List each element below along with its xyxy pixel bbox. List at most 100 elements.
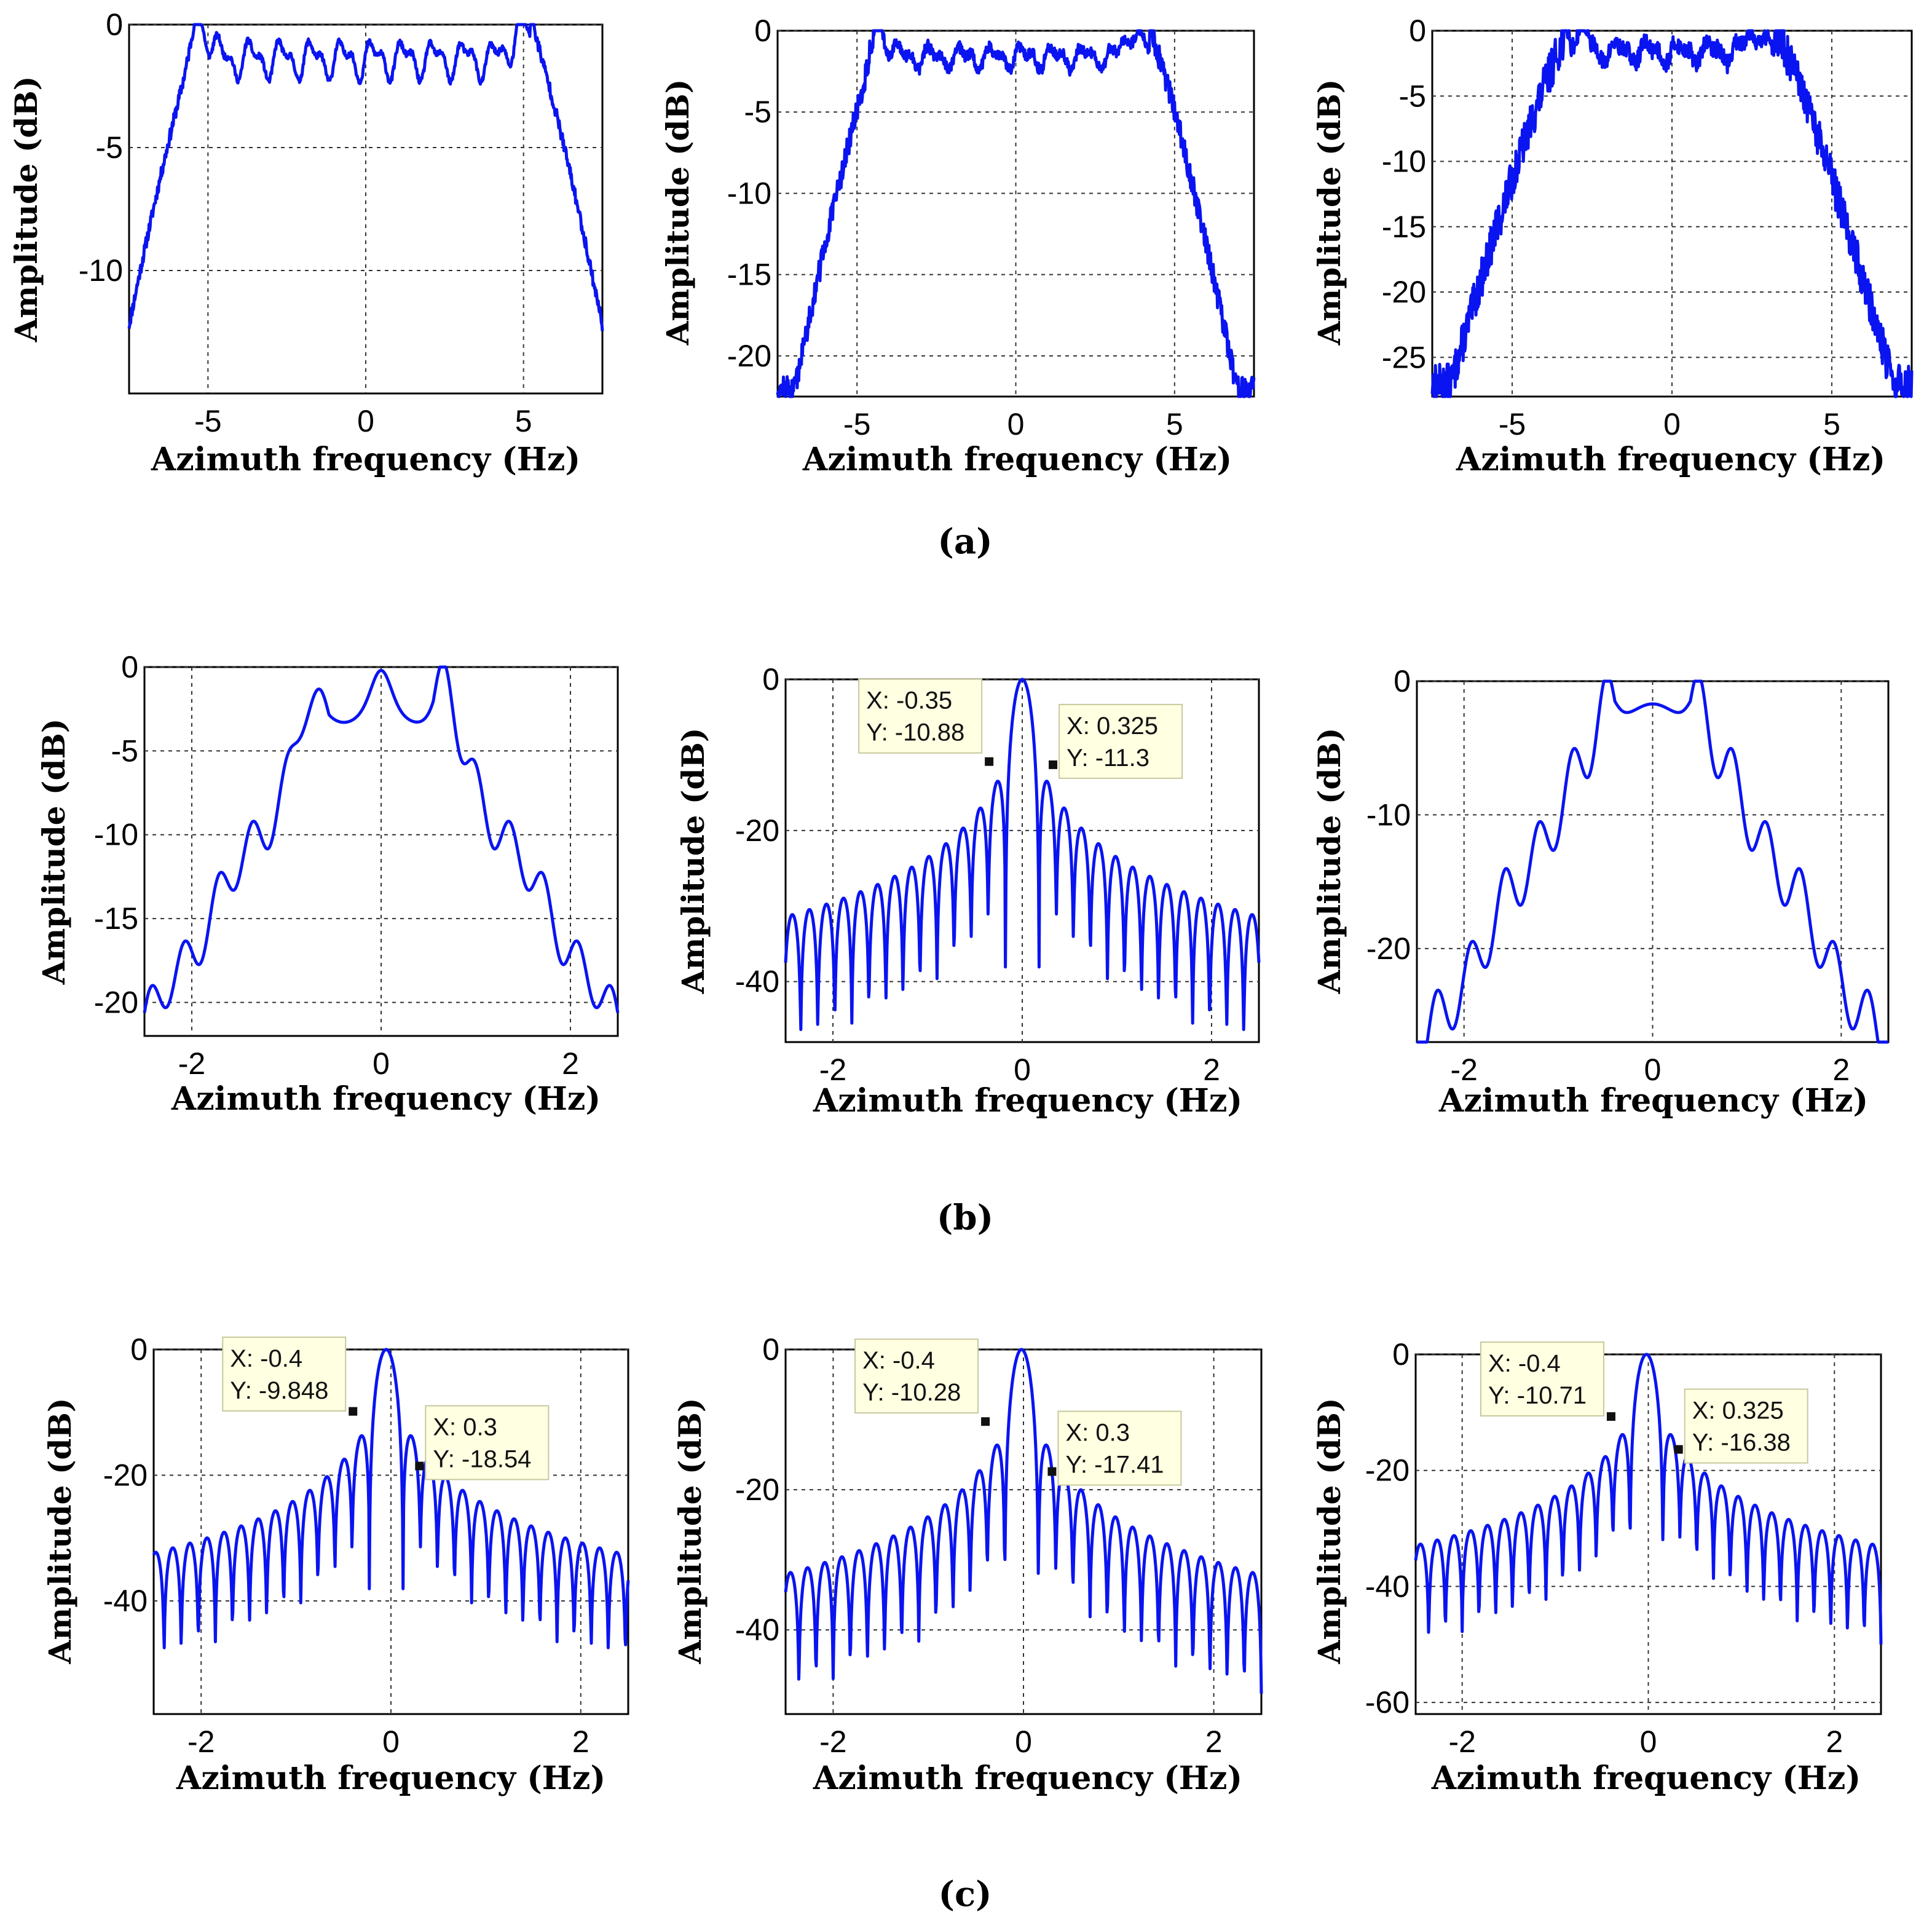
- x-tick-label: 0: [382, 1725, 400, 1759]
- y-tick-label: -15: [727, 258, 771, 292]
- y-tick-label: -40: [735, 965, 779, 999]
- y-axis-title: Amplitude (dB): [42, 1398, 78, 1665]
- y-tick-label: -5: [1399, 79, 1426, 113]
- panel-a3: -5 0 5 0 -5 -10 -15 -20 -25 Azimuth frequency (H…: [1311, 14, 1914, 478]
- y-tick-label: -5: [744, 95, 771, 129]
- x-tick-label: 0: [1644, 1053, 1662, 1087]
- y-tick-label: -40: [103, 1584, 148, 1618]
- y-tick-label: 0: [1392, 1337, 1410, 1372]
- y-axis-title: Amplitude (dB): [675, 728, 711, 995]
- x-tick-label: 2: [1826, 1725, 1843, 1759]
- panel-a2: -5 0 50-5-10-15-20 Azimuth frequency (Hz) …: [660, 14, 1256, 478]
- x-axis-title: Azimuth frequency (Hz): [176, 1760, 605, 1797]
- y-tick-label: 0: [106, 7, 123, 42]
- panel-c2: -2 0 20-20-40X: -0.4Y: -10.28X: 0.3Y: -17.…: [672, 1332, 1263, 1797]
- y-tick-label: -20: [1366, 931, 1411, 966]
- data-tip-marker: [1606, 1412, 1615, 1421]
- y-tick-label: -20: [735, 1472, 779, 1507]
- x-tick-label: -2: [819, 1725, 846, 1759]
- data-tip-x: X: -0.4: [1488, 1350, 1561, 1377]
- data-tip-box: [1059, 703, 1183, 779]
- data-tip-y: Y: -17.41: [1065, 1452, 1164, 1479]
- x-tick-label: 2: [562, 1046, 579, 1081]
- y-axis-title: Amplitude (dB): [672, 1398, 708, 1665]
- data-tip-marker: [985, 757, 994, 766]
- data-tip-marker: [349, 1407, 358, 1416]
- x-tick-label: -5: [194, 404, 221, 438]
- x-tick-label: 0: [373, 1046, 390, 1081]
- data-tip-marker: [1047, 1467, 1057, 1476]
- y-tick-label: 0: [130, 1332, 148, 1367]
- caption-a: (a): [937, 521, 992, 562]
- x-tick-label: -5: [843, 407, 870, 441]
- plot-area: -2 0 20-20-40X: -0.4Y: -10.28X: 0.3Y: -17.…: [735, 1332, 1263, 1759]
- data-tip-y: Y: -10.28: [862, 1379, 961, 1406]
- data-tip-x: X: 0.3: [1065, 1420, 1130, 1447]
- y-tick-label: 0: [762, 662, 779, 697]
- series-line: [776, 29, 1256, 398]
- data-tip-x: X: -0.35: [866, 687, 952, 714]
- panel-c3: -2 0 20-20-40-60X: -0.4Y: -10.71X: 0.325Y:…: [1311, 1337, 1883, 1797]
- panel-b3: -2 0 20-10-20 Azimuth frequency (Hz) Ampli…: [1311, 664, 1890, 1120]
- data-tip-box: [425, 1405, 550, 1480]
- data-tip-x: X: -0.4: [230, 1345, 302, 1372]
- panel-a1: -5 0 5 0 -5 -10 Azimuth frequency (Hz) Amplit…: [8, 7, 604, 478]
- data-tip-box: [222, 1337, 347, 1412]
- y-tick-label: -20: [1365, 1453, 1410, 1488]
- x-axis-title: Azimuth frequency (Hz): [171, 1080, 601, 1118]
- data-tip-x: X: 0.325: [1692, 1397, 1784, 1424]
- data-tip-x: X: 0.325: [1067, 713, 1158, 740]
- data-tip-marker: [981, 1417, 990, 1426]
- data-tip-box: [1057, 1410, 1182, 1486]
- series-line: [784, 678, 1261, 1032]
- y-axis-title: Amplitude (dB): [1311, 1398, 1347, 1665]
- y-tick-label: 0: [762, 1332, 779, 1367]
- y-axis-title: Amplitude (dB): [36, 719, 72, 986]
- x-tick-label: -2: [1448, 1725, 1475, 1759]
- x-tick-label: 5: [515, 404, 532, 438]
- x-tick-label: 0: [357, 404, 374, 438]
- data-tip-x: X: -0.4: [862, 1347, 935, 1374]
- x-tick-label: 0: [1014, 1053, 1031, 1087]
- plot-area: -5 0 5 0 -5 -10 -15 -20 -25: [1382, 14, 1914, 441]
- x-tick-label: 0: [1640, 1725, 1657, 1759]
- data-tip-marker: [1049, 760, 1058, 769]
- x-axis-title: Azimuth frequency (Hz): [1438, 1082, 1868, 1120]
- x-axis-title: Azimuth frequency (Hz): [1431, 1760, 1861, 1797]
- y-tick-label: -20: [94, 985, 138, 1019]
- y-tick-label: -10: [727, 176, 771, 210]
- x-tick-label: 2: [572, 1725, 589, 1759]
- y-tick-label: -25: [1382, 340, 1426, 374]
- x-tick-label: 5: [1166, 407, 1183, 441]
- x-axis-title: Azimuth frequency (Hz): [1456, 441, 1885, 478]
- data-tip-x: X: 0.3: [433, 1414, 497, 1441]
- x-axis-title: Azimuth frequency (Hz): [813, 1082, 1242, 1120]
- y-axis-title: Amplitude (dB): [660, 79, 696, 346]
- x-tick-label: -2: [178, 1046, 205, 1081]
- series-line: [143, 665, 620, 1013]
- series-line: [127, 23, 604, 331]
- plot-frame: [1416, 680, 1890, 1043]
- plot-frame: [784, 678, 1260, 1043]
- data-tip-y: Y: -9.848: [230, 1377, 328, 1404]
- data-tip-y: Y: -16.38: [1692, 1429, 1791, 1456]
- y-tick-label: 0: [1394, 664, 1411, 698]
- y-tick-label: -15: [94, 901, 138, 936]
- y-tick-label: 0: [1409, 14, 1426, 48]
- data-tip-y: Y: -18.54: [433, 1446, 531, 1473]
- series-line: [152, 1348, 630, 1649]
- y-axis-title: Amplitude (dB): [8, 76, 44, 343]
- caption-b: (b): [937, 1198, 993, 1238]
- x-tick-label: 2: [1832, 1053, 1850, 1087]
- plot-area: -2 0 20-10-20: [1366, 664, 1890, 1087]
- plot-area: -2 0 20-20-40-60X: -0.4Y: -10.71X: 0.325Y:…: [1365, 1337, 1883, 1759]
- y-tick-label: -40: [1365, 1569, 1410, 1603]
- x-tick-label: 2: [1203, 1053, 1220, 1087]
- y-tick-label: -10: [1382, 144, 1426, 179]
- y-tick-label: -5: [111, 733, 138, 768]
- series-line: [1430, 29, 1914, 398]
- plot-area: -5 0 5 0 -5 -10: [79, 7, 604, 438]
